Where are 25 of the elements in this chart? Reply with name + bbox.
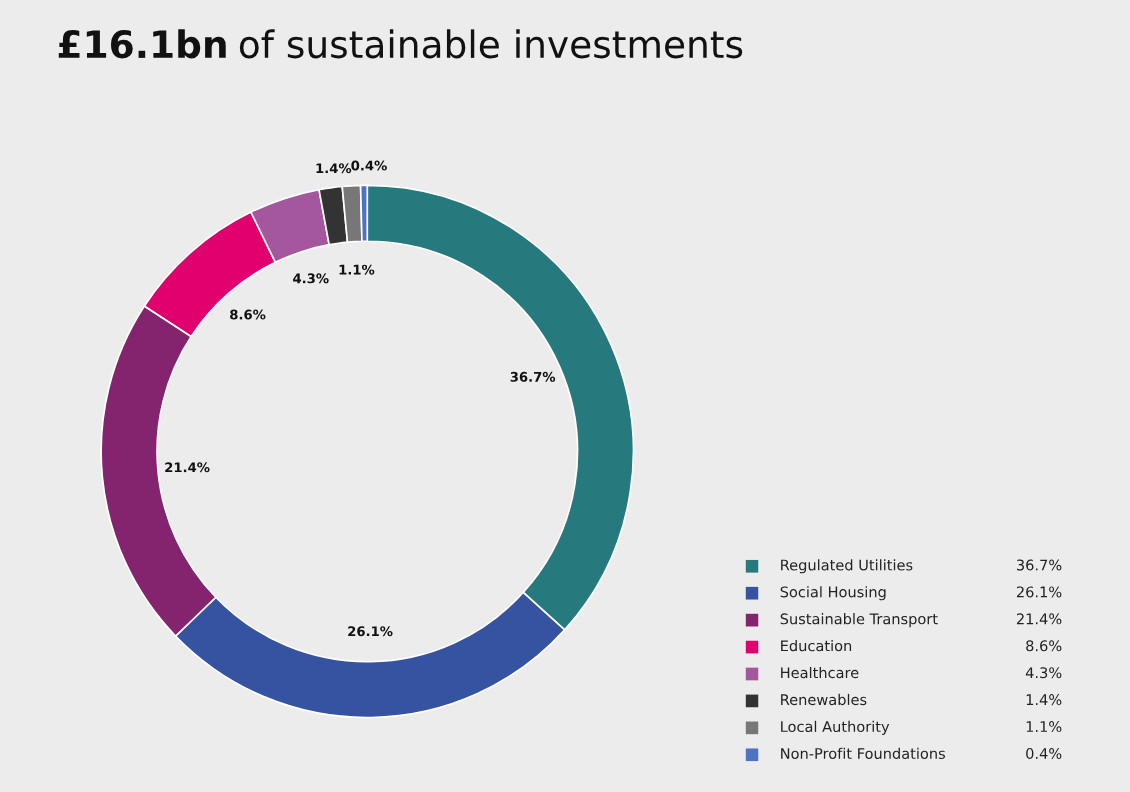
data-label: 21.4% [165, 462, 210, 473]
text: 36.7% [1016, 559, 1062, 571]
legend-label: Healthcare [781, 666, 859, 679]
data-label: 8.6% [230, 309, 266, 320]
data-label: 1.4% [316, 163, 352, 174]
text: 26.1% [1016, 586, 1062, 598]
legend-label: Non-Profit Foundations [781, 747, 945, 760]
data-label: 26.1% [348, 626, 393, 637]
legend-label: Social Housing [780, 586, 886, 601]
text: 1.4% [1026, 694, 1062, 706]
data-label: 1.1% [339, 264, 375, 275]
text: 4.3% [1025, 667, 1062, 679]
legend-label: Local Authority [781, 720, 890, 735]
text: 21.4% [1016, 613, 1062, 625]
legend-label: Sustainable Transport [780, 613, 938, 628]
chart-title: £16.1bn of sustainable investments [58, 29, 743, 59]
data-label: 0.4% [351, 160, 387, 171]
data-label: 36.7% [510, 371, 556, 382]
text: 1.1% [1026, 721, 1062, 733]
legend-label: Renewables [781, 693, 867, 706]
text: 8.6% [1026, 640, 1062, 652]
legend-label: Regulated Utilities [781, 559, 913, 574]
data-label: 4.3% [293, 273, 329, 284]
legend-label: Education [781, 640, 852, 652]
text: 0.4% [1026, 747, 1062, 760]
